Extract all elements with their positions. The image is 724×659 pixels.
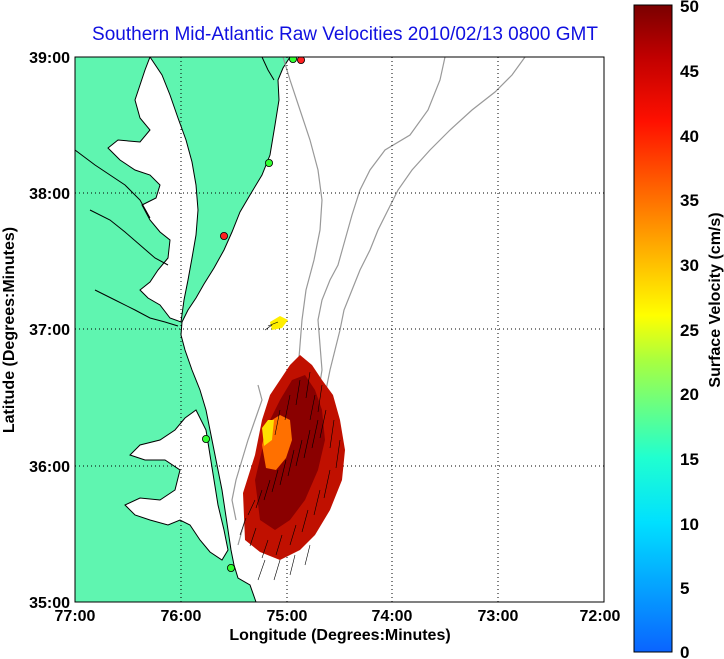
velocity-field <box>239 316 345 581</box>
colorbar-tick-label: 5 <box>680 579 689 598</box>
colorbar-ticks: 50 45 40 35 30 25 20 15 10 5 0 <box>680 0 699 659</box>
station-marker <box>226 564 235 573</box>
colorbar-tick-label: 35 <box>680 191 699 210</box>
lat-tick-label: 36:00 <box>29 459 70 476</box>
plot-area <box>74 56 605 603</box>
lon-tick-label: 75:00 <box>267 608 308 625</box>
station-marker <box>297 57 305 64</box>
land-mass <box>75 57 291 602</box>
lat-tick-label: 35:00 <box>29 595 70 612</box>
colorbar-tick-label: 10 <box>680 515 699 534</box>
lon-tick-label: 77:00 <box>55 608 96 625</box>
colorbar-tick-label: 45 <box>680 62 699 81</box>
velocity-patch-yellow <box>262 420 274 446</box>
river-rappahannock <box>89 209 169 266</box>
chesapeake-bay <box>107 57 199 323</box>
station-marker <box>201 434 210 443</box>
river-potomac <box>75 149 151 219</box>
map-grid <box>75 57 604 602</box>
delaware-bay-shore <box>261 57 275 81</box>
colorbar-tick-label: 50 <box>680 0 699 16</box>
x-axis-label: Longitude (Degrees:Minutes) <box>229 627 450 644</box>
y-axis-label: Latitude (Degrees:Minutes) <box>1 227 18 433</box>
station-marker <box>219 231 228 240</box>
colorbar-label: Surface Velocity (cm/s) <box>707 212 724 387</box>
lon-tick-label: 76:00 <box>161 608 202 625</box>
lat-tick-label: 38:00 <box>29 186 70 203</box>
colorbar-gradient <box>633 4 673 653</box>
latitude-ticks: 39:00 38:00 37:00 36:00 35:00 <box>29 50 70 612</box>
velocity-patch-small <box>270 316 288 330</box>
lon-tick-label: 72:00 <box>580 608 621 625</box>
colorbar-tick-label: 15 <box>680 450 699 469</box>
colorbar-tick-label: 0 <box>680 643 689 659</box>
bathymetry-contour-shelf <box>305 57 446 446</box>
map-title: Southern Mid-Atlantic Raw Velocities 201… <box>92 24 598 45</box>
colorbar-tick-label: 20 <box>680 385 699 404</box>
longitude-ticks: 77:00 76:00 75:00 74:00 73:00 72:00 <box>55 608 621 625</box>
bathymetry-contour-nc <box>231 384 263 521</box>
colorbar-tick-label: 30 <box>680 256 699 275</box>
pamlico-sound <box>124 409 229 561</box>
velocity-vectors <box>239 321 341 581</box>
river-james <box>94 289 179 327</box>
lat-tick-label: 37:00 <box>29 322 70 339</box>
station-markers <box>201 57 305 573</box>
colorbar-tick-label: 25 <box>680 321 699 340</box>
lat-tick-label: 39:00 <box>29 50 70 67</box>
colorbar-tick-label: 40 <box>680 127 699 146</box>
lon-tick-label: 73:00 <box>478 608 519 625</box>
plot-frame <box>74 56 605 603</box>
colorbar: 50 45 40 35 30 25 20 15 10 5 0 Surface V… <box>633 0 724 659</box>
lon-tick-label: 74:00 <box>372 608 413 625</box>
station-marker <box>289 57 297 63</box>
bathymetry-contour-slope <box>313 57 526 451</box>
station-marker <box>264 158 273 167</box>
